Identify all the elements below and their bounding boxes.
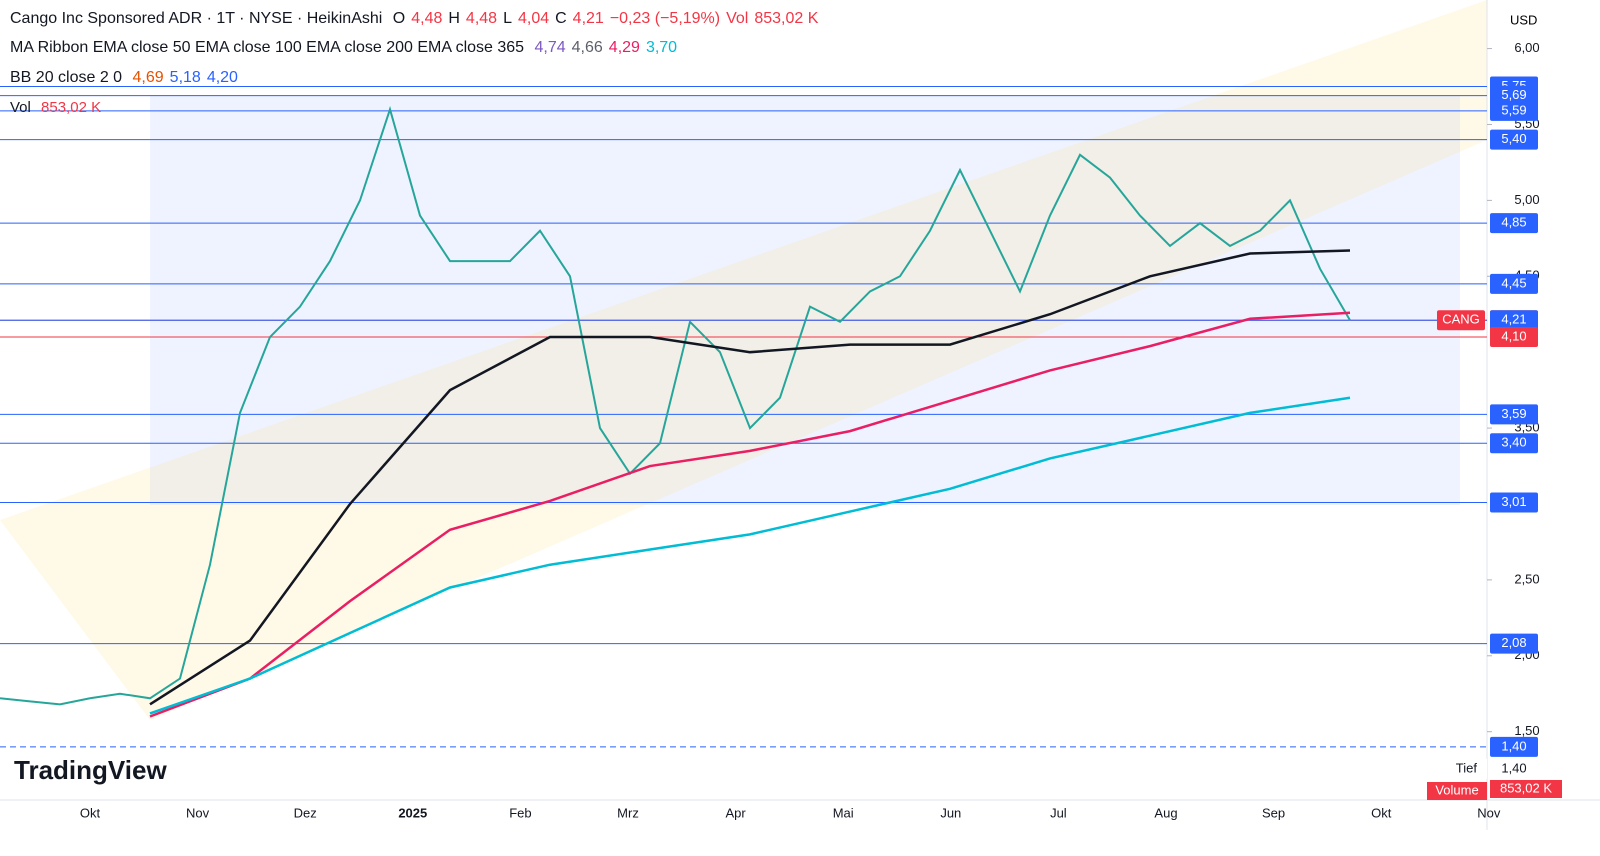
legend-value: 3,70	[645, 39, 678, 56]
legend-value: 4,20	[206, 69, 238, 86]
bb-label: BB 20 close 2 0	[10, 69, 123, 86]
level-label: 3,40	[1501, 435, 1526, 450]
x-tick-label: Mai	[833, 805, 854, 820]
level-tag	[1490, 129, 1538, 150]
level-label: 5,69	[1501, 87, 1526, 102]
legend-vol: Vol 853,02 K	[10, 99, 107, 116]
level-label: 4,85	[1501, 215, 1526, 230]
volume-value-tag	[1490, 780, 1562, 798]
y-tick-label: 1,50	[1514, 723, 1539, 738]
ema-line	[149, 396, 1351, 715]
level-tag	[1490, 633, 1538, 654]
x-tick-label: Okt	[80, 805, 101, 820]
volume-value: 853,02 K	[1500, 780, 1552, 795]
legend-main: Cango Inc Sponsored ADR · 1T · NYSE · He…	[10, 10, 830, 28]
ma-values: 4,74 4,66 4,29 3,70	[535, 39, 684, 56]
symbol-label: CANG	[1442, 312, 1480, 327]
x-tick-label: Jun	[940, 805, 961, 820]
channel	[0, 0, 1487, 720]
level-tag	[1490, 85, 1538, 106]
legend-value: 4,04	[517, 10, 550, 27]
legend-value: C	[555, 10, 567, 27]
level-label: 5,59	[1501, 102, 1526, 117]
legend-value: H	[448, 10, 460, 27]
legend-value: 5,18	[169, 69, 201, 86]
level-label: 5,40	[1501, 131, 1526, 146]
y-tick-label: 6,00	[1514, 40, 1539, 55]
legend-value: O	[392, 10, 406, 27]
legend-value: 4,48	[411, 10, 443, 27]
x-tick-label: Dez	[294, 805, 317, 820]
ema-line	[149, 249, 1351, 706]
volume-label: Volume	[1435, 782, 1478, 797]
x-tick-label: Okt	[1371, 805, 1392, 820]
x-tick-label: Apr	[725, 805, 746, 820]
level-tag	[1490, 273, 1538, 294]
y-tick-label: 2,50	[1514, 571, 1539, 586]
bb-values: 4,69 5,18 4,20	[133, 69, 244, 86]
legend-value: 853,02 K	[754, 10, 819, 27]
legend-value: 4,69	[132, 69, 164, 86]
level-tag	[1490, 213, 1538, 234]
symbol-tag	[1437, 310, 1485, 331]
level-tag	[1490, 310, 1538, 331]
legend-value: 4,29	[608, 39, 640, 56]
level-label: 2,08	[1501, 635, 1526, 650]
x-tick-label: 2025	[398, 805, 427, 820]
low-value: 1,40	[1501, 760, 1526, 775]
legend-value: 4,21	[572, 10, 604, 27]
vol-label: Vol	[10, 99, 31, 116]
range-box	[150, 95, 1460, 505]
ohlc: O 4,48 H 4,48 L 4,04 C 4,21 −0,23 (−5,19%) Vol 853…	[393, 10, 825, 27]
level-label: 4,10	[1501, 328, 1526, 343]
x-tick-label: Mrz	[617, 805, 639, 820]
vol-value: 853,02 K	[41, 99, 102, 116]
level-tag	[1490, 404, 1538, 425]
level-label: 4,45	[1501, 275, 1526, 290]
level-tag	[1490, 736, 1538, 757]
level-label: 3,01	[1501, 494, 1526, 509]
level-label: 4,21	[1501, 312, 1526, 327]
y-tick-label: 5,00	[1514, 192, 1539, 207]
x-tick-label: Jul	[1050, 805, 1067, 820]
volume-tag	[1427, 782, 1487, 800]
level-tag	[1490, 492, 1538, 513]
level-tag	[1490, 327, 1538, 348]
logo: TradingView	[14, 755, 167, 785]
level-tag	[1490, 433, 1538, 454]
legend-value: Vol	[726, 10, 749, 27]
low-box	[1447, 758, 1487, 779]
legend-value: 4,48	[465, 10, 498, 27]
title: Cango Inc Sponsored ADR · 1T · NYSE · He…	[10, 10, 383, 27]
ema-line	[149, 311, 1351, 718]
legend-bb: BB 20 close 2 0 4,69 5,18 4,20	[10, 69, 250, 87]
ma-label: MA Ribbon EMA close 50 EMA close 100 EMA…	[10, 39, 525, 56]
low-label: Tief	[1456, 760, 1478, 775]
x-tick-label: Nov	[186, 805, 210, 820]
level-tag	[1490, 100, 1538, 121]
x-tick-label: Feb	[509, 805, 531, 820]
x-tick-label: Sep	[1262, 805, 1285, 820]
level-label: 3,59	[1501, 406, 1526, 421]
legend-ma: MA Ribbon EMA close 50 EMA close 100 EMA…	[10, 39, 689, 57]
price-line	[0, 105, 1351, 706]
x-tick-label: Nov	[1477, 805, 1501, 820]
level-label: 1,40	[1501, 738, 1526, 753]
legend-value: 4,74	[534, 39, 566, 56]
legend-value: 4,66	[571, 39, 603, 56]
currency: USD	[1510, 12, 1537, 27]
legend-value: L	[503, 10, 512, 27]
legend-value: −0,23 (−5,19%)	[609, 10, 721, 27]
x-tick-label: Aug	[1154, 805, 1177, 820]
